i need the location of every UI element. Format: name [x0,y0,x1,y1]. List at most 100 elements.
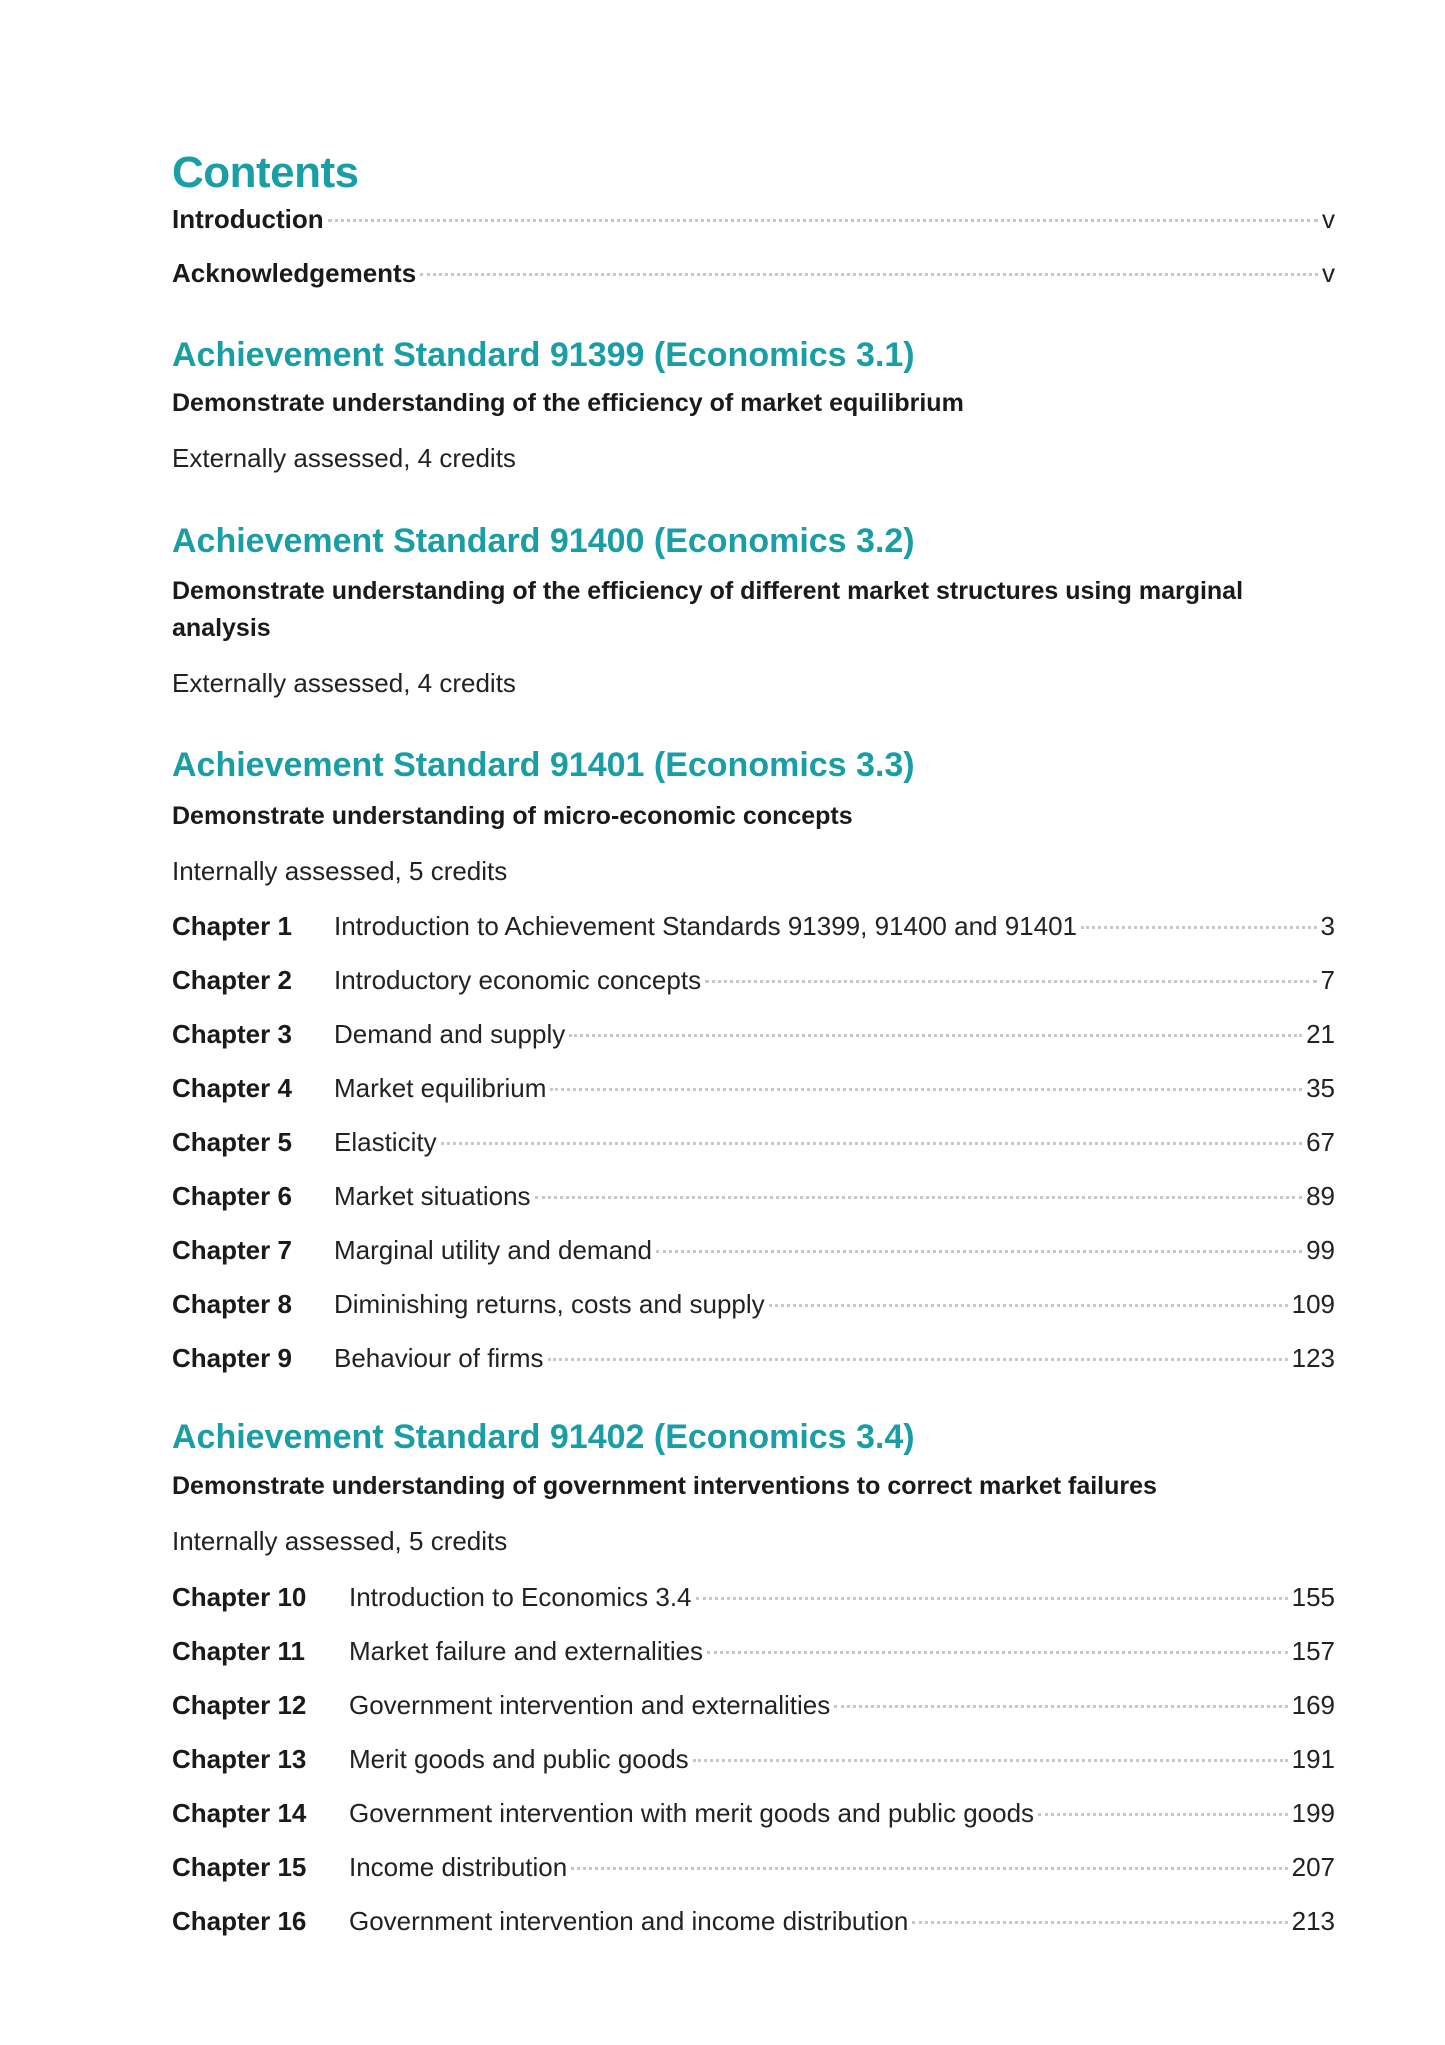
page-number: 207 [1291,1852,1335,1882]
dot-leader [547,1358,1288,1361]
standard-description: Demonstrate understanding of the efficie… [172,577,1244,642]
dot-leader [571,1867,1288,1870]
dot-leader [420,273,1318,276]
dot-leader [705,980,1317,983]
entry-label: Chapter 10 [172,1582,307,1612]
page-number: 155 [1291,1582,1335,1612]
entry-label: Chapter 16 [172,1906,307,1936]
entry-title: Income distribution [349,1852,568,1882]
page-number: 109 [1291,1289,1335,1319]
toc-entry[interactable]: Chapter 8 Diminishing returns, costs and … [172,1286,1335,1322]
dot-leader [912,1921,1288,1924]
entry-label: Chapter 7 [172,1235,292,1265]
entry-title: Marginal utility and demand [334,1235,652,1265]
entry-title: Government intervention with merit goods… [349,1798,1035,1828]
dot-leader [768,1304,1288,1307]
entry-label: Introduction [172,204,324,234]
dot-leader [834,1705,1288,1708]
dot-leader [440,1142,1303,1145]
entry-label: Chapter 13 [172,1744,307,1774]
standard-heading: Achievement Standard 91401 (Economics 3.… [172,746,915,784]
toc-entry[interactable]: Chapter 2 Introductory economic concepts 7 [172,962,1335,998]
entry-label: Chapter 14 [172,1798,307,1828]
toc-entry[interactable]: Chapter 15 Income distribution 207 [172,1849,1335,1885]
dot-leader [534,1196,1303,1199]
dot-leader [569,1034,1303,1037]
dot-leader [695,1597,1288,1600]
entry-label: Chapter 12 [172,1690,307,1720]
entry-label: Chapter 9 [172,1343,292,1373]
toc-entry[interactable]: Acknowledgements v [172,255,1335,291]
page-number: 3 [1320,911,1335,941]
entry-label: Chapter 4 [172,1073,292,1103]
toc-entry[interactable]: Introduction v [172,201,1335,237]
page-title: Contents [172,148,359,197]
entry-title: Demand and supply [334,1019,566,1049]
entry-label: Acknowledgements [172,258,417,288]
standard-description: Demonstrate understanding of government … [172,1472,1157,1500]
assessment-info: Externally assessed, 4 credits [172,443,516,473]
entry-title: Introductory economic concepts [334,965,702,995]
dot-leader [327,219,1318,222]
toc-entry[interactable]: Chapter 12 Government intervention and ex… [172,1687,1335,1723]
assessment-info: Internally assessed, 5 credits [172,856,508,886]
page-number: 199 [1291,1798,1335,1828]
page-number: v [1322,258,1335,288]
standard-heading: Achievement Standard 91399 (Economics 3.… [172,336,915,374]
page-number: 67 [1306,1127,1335,1157]
toc-entry[interactable]: Chapter 6 Market situations 89 [172,1178,1335,1214]
entry-title: Market situations [334,1181,531,1211]
toc-entry[interactable]: Chapter 1 Introduction to Achievement Sta… [172,908,1335,944]
page-number: 169 [1291,1690,1335,1720]
assessment-info: Externally assessed, 4 credits [172,668,516,698]
entry-title: Diminishing returns, costs and supply [334,1289,765,1319]
standard-description: Demonstrate understanding of micro-econo… [172,802,853,830]
page-number: 21 [1306,1019,1335,1049]
toc-entry[interactable]: Chapter 11 Market failure and externaliti… [172,1633,1335,1669]
toc-entry[interactable]: Chapter 16 Government intervention and in… [172,1903,1335,1939]
toc-entry[interactable]: Chapter 10 Introduction to Economics 3.4 1… [172,1579,1335,1615]
assessment-info: Internally assessed, 5 credits [172,1526,508,1556]
entry-title: Merit goods and public goods [349,1744,689,1774]
dot-leader [655,1250,1303,1253]
page-number: 99 [1306,1235,1335,1265]
page-number: 7 [1320,965,1335,995]
entry-label: Chapter 1 [172,911,292,941]
entry-title: Government intervention and income distr… [349,1906,909,1936]
entry-title: Behaviour of firms [334,1343,544,1373]
entry-title: Introduction to Achievement Standards 91… [334,911,1078,941]
entry-title: Market equilibrium [334,1073,547,1103]
entry-label: Chapter 5 [172,1127,292,1157]
page-number: 123 [1291,1343,1335,1373]
dot-leader [692,1759,1288,1762]
page-number: 191 [1291,1744,1335,1774]
page-number: 89 [1306,1181,1335,1211]
toc-entry[interactable]: Chapter 3 Demand and supply 21 [172,1016,1335,1052]
toc-entry[interactable]: Chapter 14 Government intervention with m… [172,1795,1335,1831]
entry-label: Chapter 2 [172,965,292,995]
standard-heading: Achievement Standard 91400 (Economics 3.… [172,522,915,560]
entry-label: Chapter 8 [172,1289,292,1319]
entry-label: Chapter 6 [172,1181,292,1211]
page-number: 213 [1291,1906,1335,1936]
page-number: v [1322,204,1335,234]
entry-title: Elasticity [334,1127,437,1157]
entry-title: Market failure and externalities [349,1636,704,1666]
entry-label: Chapter 15 [172,1852,307,1882]
dot-leader [1038,1813,1288,1816]
toc-entry[interactable]: Chapter 13 Merit goods and public goods 19… [172,1741,1335,1777]
standard-description: Demonstrate understanding of the efficie… [172,389,964,417]
entry-title: Government intervention and externalitie… [349,1690,831,1720]
standard-heading: Achievement Standard 91402 (Economics 3.… [172,1418,915,1456]
toc-entry[interactable]: Chapter 7 Marginal utility and demand 99 [172,1232,1335,1268]
dot-leader [1081,926,1317,929]
toc-entry[interactable]: Chapter 4 Market equilibrium 35 [172,1070,1335,1106]
entry-title: Introduction to Economics 3.4 [349,1582,692,1612]
toc-entry[interactable]: Chapter 9 Behaviour of firms 123 [172,1340,1335,1376]
dot-leader [707,1651,1288,1654]
dot-leader [550,1088,1303,1091]
entry-label: Chapter 3 [172,1019,292,1049]
page-number: 157 [1291,1636,1335,1666]
entry-label: Chapter 11 [172,1636,305,1666]
toc-entry[interactable]: Chapter 5 Elasticity 67 [172,1124,1335,1160]
